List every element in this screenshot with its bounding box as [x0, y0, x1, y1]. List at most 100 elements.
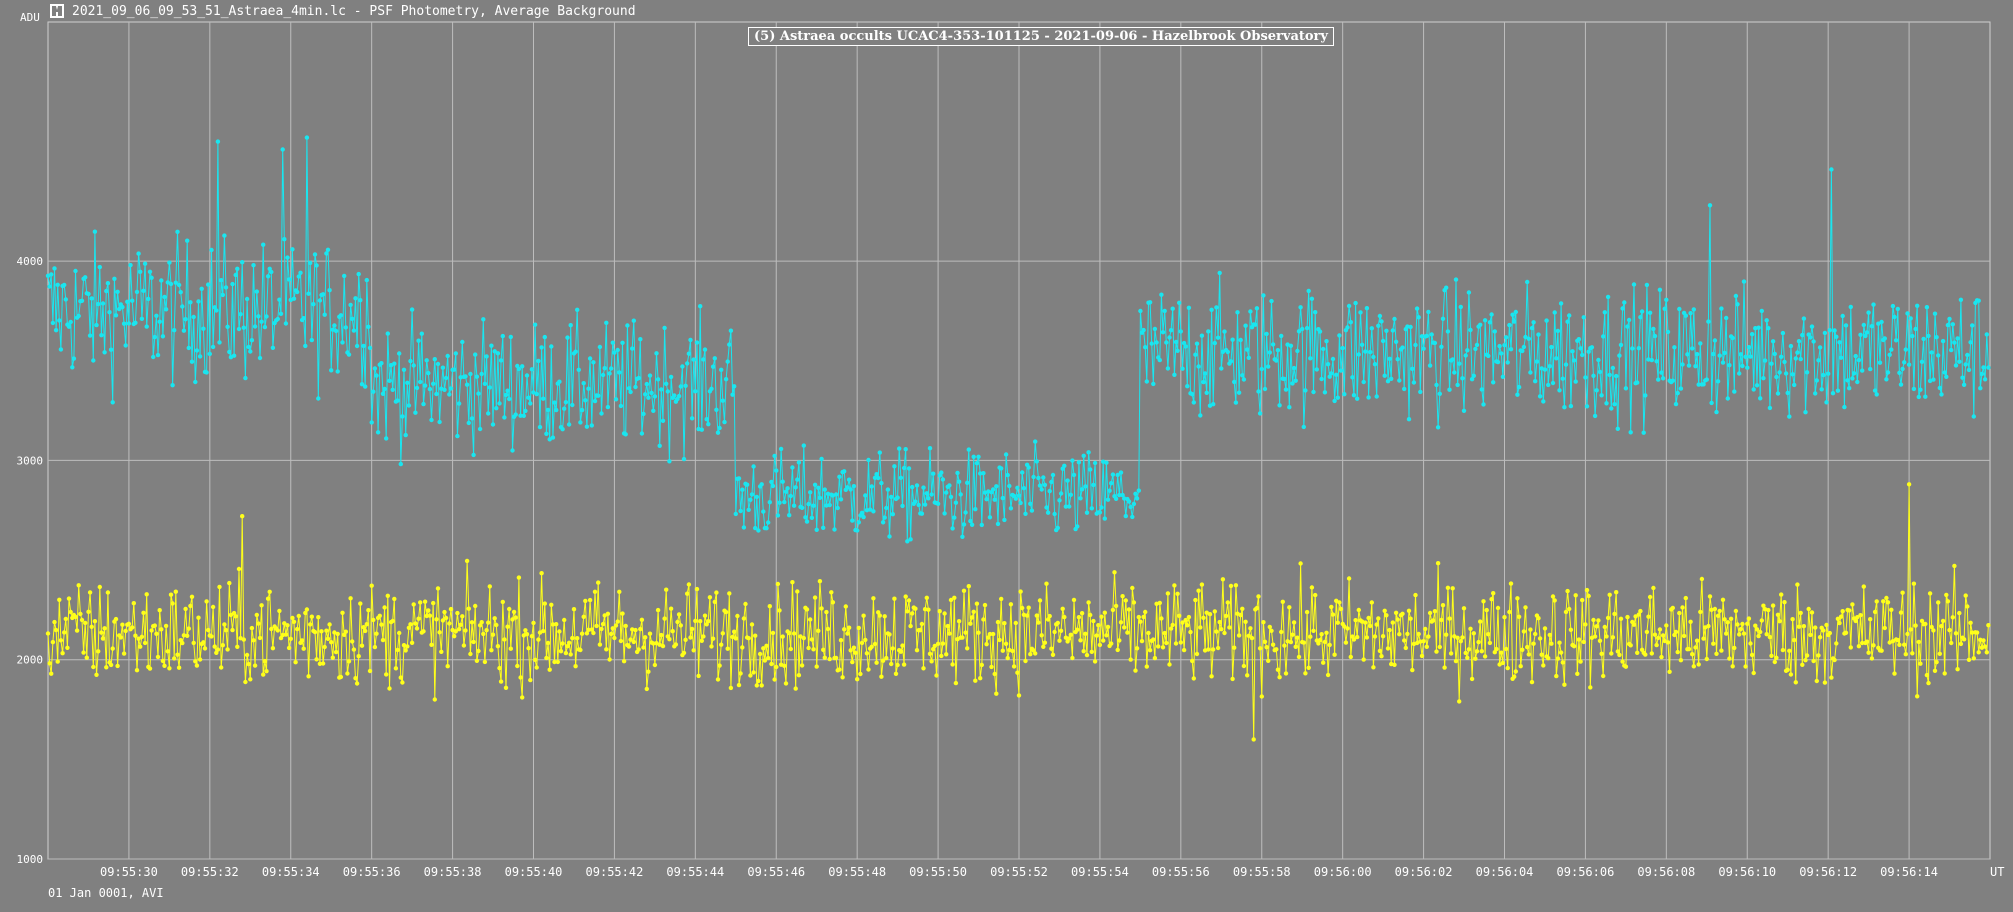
data-point: [233, 614, 238, 619]
data-point: [1075, 627, 1080, 632]
data-point: [1813, 625, 1818, 630]
data-point: [1701, 382, 1706, 387]
data-point: [683, 383, 688, 388]
data-point: [1162, 308, 1167, 314]
data-point: [1280, 599, 1286, 604]
data-point: [879, 480, 884, 486]
data-point: [427, 386, 433, 392]
data-point: [867, 507, 873, 512]
data-point: [1821, 628, 1826, 633]
data-point: [1300, 326, 1305, 332]
data-point: [1691, 307, 1697, 312]
data-point: [244, 296, 250, 302]
data-point: [1065, 478, 1070, 483]
data-point: [1481, 402, 1486, 407]
data-point: [761, 509, 766, 514]
data-point: [644, 381, 649, 387]
data-point: [1160, 645, 1166, 650]
data-point: [1018, 589, 1023, 594]
data-point: [1711, 351, 1716, 357]
data-point: [549, 344, 554, 349]
data-point: [1013, 620, 1018, 626]
data-point: [1680, 605, 1685, 610]
data-point: [47, 284, 52, 289]
data-point: [1400, 611, 1405, 616]
data-point: [1544, 318, 1549, 323]
data-point: [1586, 349, 1591, 354]
data-point: [256, 314, 261, 319]
data-point: [123, 628, 128, 634]
data-point: [206, 282, 211, 287]
data-point: [609, 631, 614, 637]
data-point: [799, 505, 805, 510]
data-point: [1908, 627, 1913, 632]
data-point: [49, 272, 54, 277]
data-point: [1091, 482, 1096, 488]
data-point: [1638, 608, 1643, 614]
data-point: [1371, 354, 1376, 360]
data-point: [1047, 613, 1052, 619]
data-point: [948, 494, 954, 500]
data-point: [1759, 308, 1765, 314]
data-point: [1416, 315, 1421, 320]
data-point: [1547, 632, 1553, 638]
data-point: [956, 619, 962, 624]
data-point: [790, 580, 795, 585]
data-point: [219, 278, 224, 283]
data-point: [584, 424, 590, 429]
data-point: [1850, 376, 1855, 381]
data-point: [688, 337, 693, 343]
data-point: [1105, 497, 1111, 502]
data-point: [304, 607, 310, 612]
data-point: [528, 677, 533, 683]
data-point: [249, 625, 255, 631]
data-point: [1330, 356, 1336, 362]
data-point: [97, 264, 103, 270]
data-point: [926, 496, 931, 501]
data-point: [1567, 313, 1572, 318]
data-point: [1465, 348, 1470, 353]
data-point: [1194, 341, 1200, 346]
data-point: [1304, 609, 1310, 615]
data-point: [1913, 326, 1918, 332]
data-point: [712, 599, 717, 605]
data-point: [1249, 635, 1255, 641]
data-point: [299, 638, 305, 643]
data-point: [202, 646, 208, 651]
data-point: [655, 607, 661, 613]
data-point: [1926, 680, 1931, 686]
data-point: [788, 493, 793, 499]
data-point: [269, 626, 274, 632]
data-point: [586, 386, 591, 391]
data-point: [1267, 624, 1273, 630]
data-point: [1223, 613, 1229, 619]
data-point: [846, 625, 852, 630]
data-point: [291, 619, 297, 624]
data-point: [163, 307, 169, 312]
data-point: [1369, 326, 1375, 331]
data-point: [1970, 630, 1975, 635]
data-point: [1372, 634, 1378, 639]
data-point: [719, 367, 724, 372]
data-point: [939, 653, 944, 659]
data-point: [749, 622, 755, 627]
data-point: [1042, 482, 1048, 488]
data-point: [596, 393, 601, 398]
data-point: [1308, 634, 1313, 639]
data-point: [214, 308, 219, 313]
data-point: [1528, 370, 1533, 375]
data-point: [900, 643, 905, 648]
data-point: [1374, 622, 1379, 627]
data-point: [903, 447, 908, 452]
data-point: [1058, 491, 1064, 496]
data-point: [764, 526, 769, 531]
data-point: [893, 671, 899, 676]
data-point: [426, 370, 431, 376]
data-point: [144, 592, 149, 597]
data-point: [647, 631, 653, 636]
data-point: [1622, 300, 1627, 305]
data-point: [1947, 316, 1952, 322]
data-point: [1686, 363, 1692, 368]
data-point: [1157, 357, 1163, 363]
data-point: [384, 672, 389, 677]
